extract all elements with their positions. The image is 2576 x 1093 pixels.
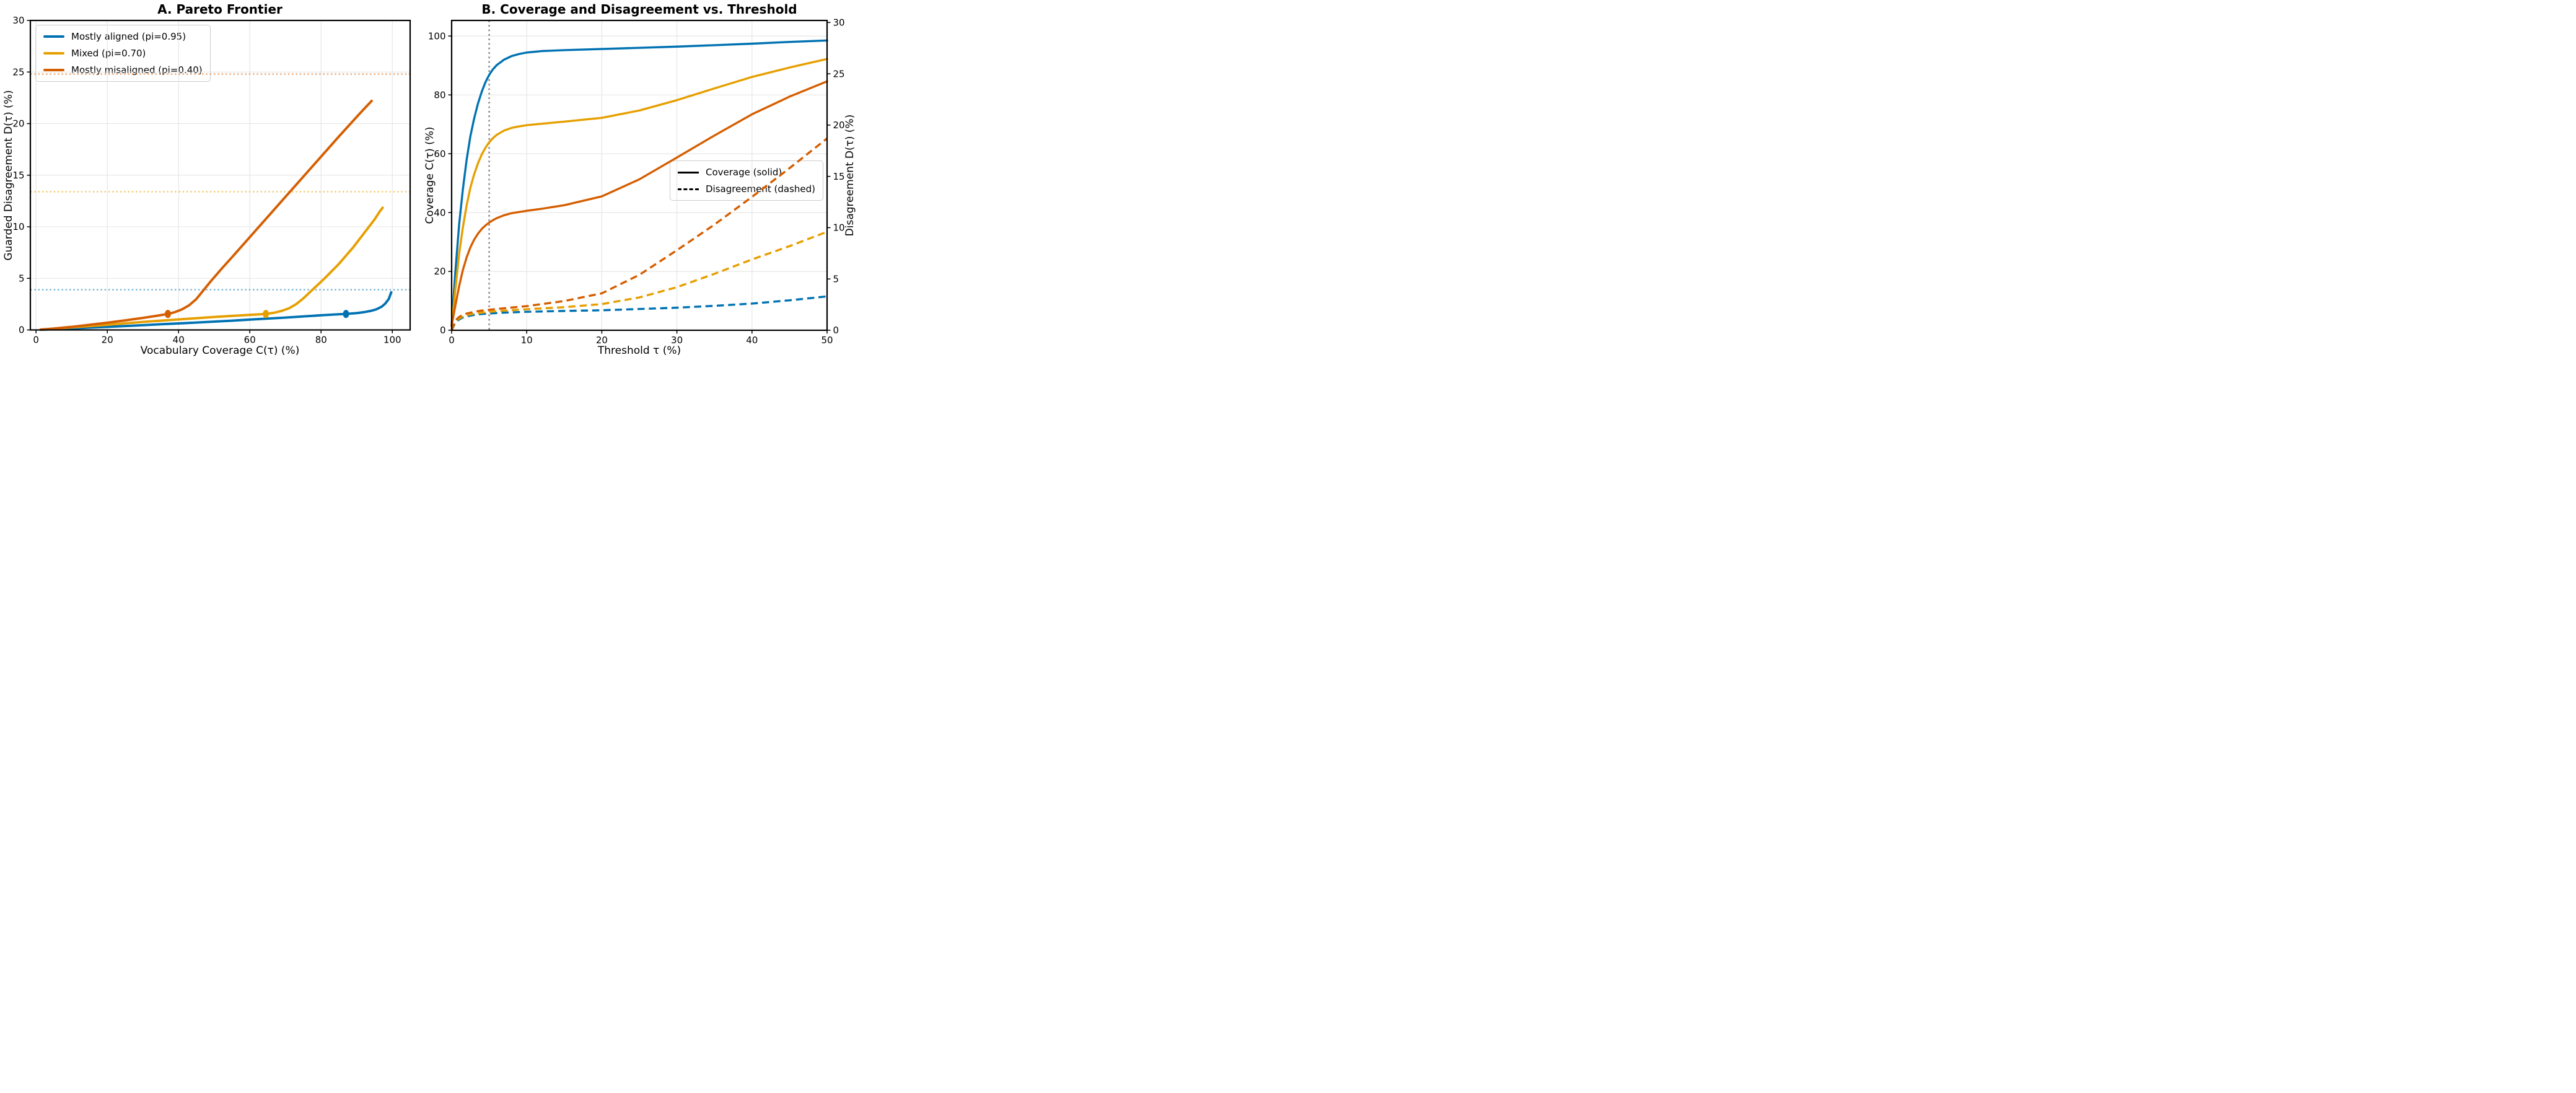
legend-item-mostly-aligned: Mostly aligned (pi=0.95) bbox=[43, 30, 203, 43]
panel-b-ylabel-right: Disagreement D(τ) (%) bbox=[844, 114, 856, 237]
panel-b-y-tick-label: 80 bbox=[434, 89, 445, 100]
panel-b-y-tick-label: 20 bbox=[434, 266, 445, 277]
panel-b-series-mostly-aligned-disagreement bbox=[450, 295, 828, 331]
legend-label: Coverage (solid) bbox=[706, 167, 782, 178]
legend-item-mixed: Mixed (pi=0.70) bbox=[43, 46, 203, 60]
panel-b-title: B. Coverage and Disagreement vs. Thresho… bbox=[481, 2, 797, 17]
legend-label: Mostly aligned (pi=0.95) bbox=[71, 31, 186, 42]
panel-b-x-tick-label: 40 bbox=[746, 335, 758, 346]
line-swatch-gold bbox=[43, 52, 64, 55]
panel-b-legend: Coverage (solid) Disagreement (dashed) bbox=[670, 160, 824, 201]
panel-a-legend: Mostly aligned (pi=0.95) Mixed (pi=0.70)… bbox=[35, 25, 211, 82]
panel-a-xlabel: Vocabulary Coverage C(τ) (%) bbox=[140, 345, 300, 357]
panel-b-x-tick-label: 0 bbox=[449, 335, 455, 346]
legend-item-mostly-misaligned: Mostly misaligned (pi=0.40) bbox=[43, 63, 203, 77]
panel-a-operating-point-marker bbox=[164, 310, 171, 318]
panel-b-y2-tick-label: 0 bbox=[833, 325, 839, 336]
figure: A. Pareto Frontier Vocabulary Coverage C… bbox=[0, 0, 859, 364]
panel-a-x-tick-label: 60 bbox=[244, 335, 256, 346]
panel-b-y2-tick-label: 15 bbox=[833, 171, 845, 182]
panel-a-series-mixed-pi-0-70 bbox=[39, 206, 384, 331]
panel-b-ylabel-left: Coverage C(τ) (%) bbox=[424, 126, 436, 224]
panel-b-series-mixed-disagreement bbox=[450, 230, 828, 331]
panel-b-y2-tick-label: 30 bbox=[833, 17, 845, 29]
panel-b-x-tick-label: 10 bbox=[521, 335, 533, 346]
panel-a-title: A. Pareto Frontier bbox=[157, 2, 283, 17]
panel-b-y2-tick-label: 20 bbox=[833, 120, 845, 131]
panel-a-x-tick-label: 100 bbox=[383, 335, 401, 346]
dashed-line-swatch bbox=[678, 188, 699, 190]
solid-line-swatch bbox=[678, 171, 699, 173]
legend-label: Disagreement (dashed) bbox=[706, 183, 816, 195]
panel-a-x-tick-label: 40 bbox=[173, 335, 185, 346]
line-swatch-vermillion bbox=[43, 69, 64, 71]
legend-item-disagreement-dashed: Disagreement (dashed) bbox=[678, 182, 815, 196]
panel-b-x-tick-label: 50 bbox=[821, 335, 833, 346]
panel-b-y2-tick-label: 10 bbox=[833, 222, 845, 234]
panel-a-y-tick-label: 5 bbox=[19, 273, 25, 284]
panel-a-ylabel: Guarded Disagreement D(τ) (%) bbox=[2, 90, 15, 261]
legend-label: Mostly misaligned (pi=0.40) bbox=[71, 64, 203, 76]
panel-b-y2-tick-label: 25 bbox=[833, 68, 845, 79]
panel-b-xlabel: Threshold τ (%) bbox=[597, 345, 681, 357]
panel-a-x-tick-label: 20 bbox=[102, 335, 113, 346]
panel-b-y2-tick-label: 5 bbox=[833, 273, 839, 284]
panel-b-y-tick-label: 100 bbox=[428, 30, 446, 42]
panel-a-y-tick-label: 25 bbox=[12, 66, 24, 77]
panel-a-x-tick-label: 80 bbox=[315, 335, 327, 346]
panel-a-operating-point-marker bbox=[343, 310, 349, 318]
legend-label: Mixed (pi=0.70) bbox=[71, 48, 146, 59]
panel-a-series-mostly-misaligned-pi-0-40 bbox=[39, 99, 373, 331]
panel-a-y-tick-label: 0 bbox=[19, 325, 25, 336]
panel-b-y-tick-label: 0 bbox=[440, 325, 446, 336]
legend-item-coverage-solid: Coverage (solid) bbox=[678, 165, 815, 179]
panel-a-series-mostly-aligned-pi-0-95 bbox=[39, 291, 393, 331]
panel-a-y-tick-label: 30 bbox=[12, 15, 24, 26]
panel-a-operating-point-marker bbox=[263, 310, 269, 318]
line-swatch-blue bbox=[43, 35, 64, 38]
panel-b-series-mostly-misaligned-coverage bbox=[450, 80, 828, 327]
panel-a-x-tick-label: 0 bbox=[33, 335, 39, 346]
